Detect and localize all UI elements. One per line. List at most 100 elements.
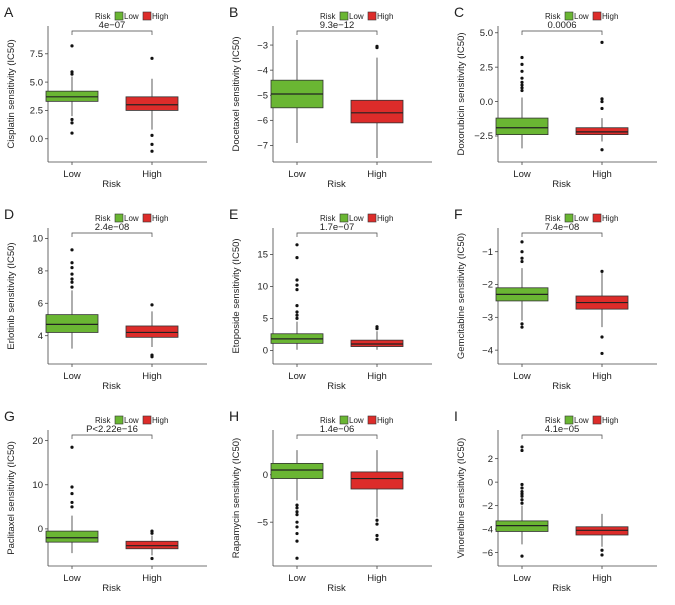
- x-tick-label-low: Low: [63, 573, 81, 584]
- legend-label-high: High: [602, 12, 618, 21]
- outlier-point: [600, 148, 604, 152]
- outlier-point: [70, 505, 74, 509]
- panel-d: D Risk Low High 4 6 8 10 Low High Risk Erlotinib se…: [4, 206, 207, 392]
- x-tick-label-high: High: [367, 371, 387, 382]
- p-value-label: P<2.22e−16: [86, 424, 138, 435]
- outlier-point: [520, 76, 524, 80]
- box-iqr: [125, 540, 179, 550]
- legend: Risk Low High: [320, 415, 393, 425]
- box-low: [45, 248, 99, 349]
- outlier-point: [600, 106, 604, 111]
- outlier-point: [520, 322, 524, 326]
- significance-bracket: [296, 434, 378, 439]
- y-tick-label: 8: [38, 266, 43, 277]
- y-axis-title: Doxorubicin sensitivity (IC50): [456, 32, 467, 155]
- y-tick-label: 2.5: [480, 62, 493, 73]
- significance-bracket: [71, 30, 153, 35]
- outlier-point: [70, 248, 74, 252]
- outlier-point: [150, 303, 154, 307]
- outlier-point: [520, 501, 524, 505]
- box-low: [495, 445, 549, 558]
- y-tick-label: 0: [38, 524, 43, 535]
- y-tick-label: −2.5: [474, 131, 493, 142]
- legend-label-low: Low: [124, 214, 139, 223]
- legend-label-high: High: [377, 416, 393, 425]
- outlier-point: [520, 554, 524, 558]
- x-axis-title: Risk: [552, 583, 571, 594]
- outlier-point: [520, 494, 524, 498]
- y-tick-label: −5: [257, 90, 268, 101]
- outlier-point: [600, 40, 604, 44]
- outlier-point: [520, 492, 524, 496]
- outlier-point: [70, 277, 74, 281]
- y-tick-label: 2: [488, 454, 493, 465]
- legend-label-low: Low: [574, 12, 589, 21]
- panel-letter: F: [454, 206, 463, 222]
- legend-swatch-high: [367, 415, 377, 425]
- outlier-point: [295, 256, 299, 260]
- box-high: [125, 56, 179, 153]
- legend-swatch-low: [114, 213, 124, 223]
- legend-title: Risk: [95, 416, 112, 425]
- legend-title: Risk: [545, 416, 562, 425]
- y-tick-label: 6: [38, 298, 43, 309]
- panel-e: E Risk Low High 0 5 10 15 Low High Risk Etoposide s…: [229, 206, 432, 392]
- outlier-point: [70, 280, 74, 284]
- legend-title: Risk: [545, 214, 562, 223]
- legend-label-high: High: [602, 416, 618, 425]
- y-tick-label: 2.5: [30, 106, 43, 117]
- outlier-point: [520, 240, 524, 244]
- outlier-point: [150, 56, 154, 60]
- outlier-point: [70, 485, 74, 489]
- p-value-label: 0.0006: [547, 20, 576, 31]
- outlier-point: [520, 448, 524, 453]
- outlier-point: [295, 510, 299, 514]
- outlier-point: [295, 512, 299, 517]
- x-axis-title: Risk: [327, 381, 346, 392]
- x-axis-title: Risk: [327, 179, 346, 190]
- y-tick-label: −7: [257, 141, 268, 152]
- outlier-point: [520, 486, 524, 490]
- outlier-point: [150, 556, 154, 561]
- outlier-point: [600, 548, 604, 552]
- outlier-point: [520, 445, 524, 449]
- x-tick-label-high: High: [367, 573, 387, 584]
- panel-c: C Risk Low High −2.5 0.0 2.5 5.0 Low High Risk Doxo…: [454, 4, 657, 190]
- legend-swatch-low: [564, 213, 574, 223]
- box-iqr: [575, 127, 629, 136]
- outlier-point: [520, 69, 524, 73]
- panel-i: I Risk Low High −6 −4 −2 0 2 Low High Risk Vinorelbi…: [454, 408, 657, 594]
- outlier-point: [150, 531, 154, 535]
- box-high: [350, 325, 404, 350]
- x-tick-label-low: Low: [288, 573, 306, 584]
- outlier-point: [150, 133, 154, 137]
- outlier-point: [295, 503, 299, 507]
- x-tick-label-low: Low: [288, 371, 306, 382]
- y-tick-label: −2: [482, 501, 493, 512]
- outlier-point: [150, 529, 154, 533]
- outlier-point: [600, 335, 604, 339]
- panel-letter: G: [4, 408, 15, 424]
- x-tick-label-high: High: [142, 169, 162, 180]
- legend-label-high: High: [152, 416, 168, 425]
- y-axis-title: Cisplatin sensitivity (IC50): [6, 39, 17, 148]
- y-axis-title: Rapamycin sensitivity (IC50): [231, 438, 242, 558]
- legend-title: Risk: [320, 416, 337, 425]
- box-high: [575, 40, 629, 152]
- significance-bracket: [296, 232, 378, 237]
- outlier-point: [520, 88, 524, 93]
- legend-swatch-high: [142, 415, 152, 425]
- y-tick-label: −4: [482, 524, 493, 535]
- p-value-label: 2.4e−08: [95, 222, 130, 233]
- legend-title: Risk: [545, 12, 562, 21]
- outlier-point: [295, 283, 299, 287]
- y-tick-label: 10: [32, 234, 43, 245]
- legend-swatch-low: [564, 415, 574, 425]
- legend-swatch-low: [339, 415, 349, 425]
- outlier-point: [295, 316, 299, 320]
- x-tick-label-low: Low: [513, 169, 531, 180]
- significance-bracket: [71, 434, 153, 439]
- outlier-point: [520, 325, 524, 329]
- outlier-point: [70, 491, 74, 496]
- outlier-point: [70, 285, 74, 289]
